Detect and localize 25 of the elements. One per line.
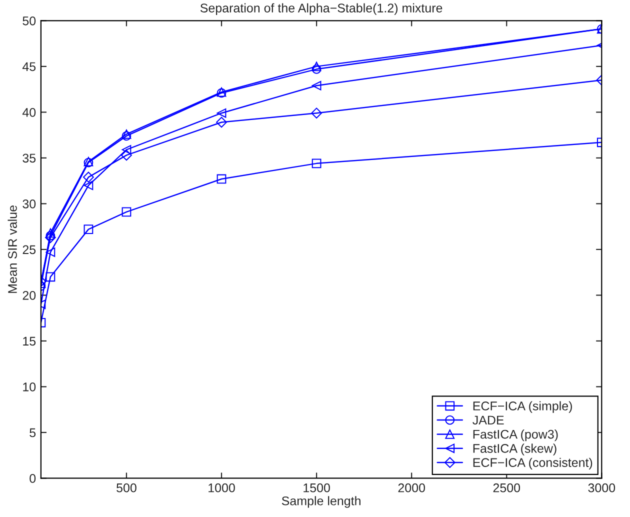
y-tick-label: 20 [22,291,36,300]
y-tick-label: 10 [23,382,36,392]
legend-label: ECF−ICA (simple) [473,401,572,413]
y-tick-label: 25 [22,245,36,254]
y-axis-title: Mean SIR value [8,206,17,293]
legend-label: FastICA (pow3) [473,430,558,442]
legend-label: JADE [472,416,504,425]
x-tick-label: 2500 [493,483,520,492]
legend-label: ECF−ICA (consistent) [473,458,592,470]
x-tick-label: 1000 [208,483,235,492]
x-tick-label: 2000 [398,483,425,492]
x-tick-label: 3000 [588,483,616,492]
x-tick-label: 500 [116,483,136,492]
x-axis-title: Sample length [282,496,360,508]
y-tick-label: 35 [22,154,36,163]
chart-title: Separation of the Alpha−Stable(1.2) mixture [200,3,442,15]
x-tick-label: 1500 [304,483,330,492]
legend-label: FastICA (skew) [473,444,556,456]
y-tick-label: 15 [23,336,36,346]
y-tick-label: 50 [22,16,36,26]
y-tick-label: 5 [30,428,36,438]
y-tick-label: 0 [30,474,36,483]
y-tick-label: 40 [22,108,36,117]
y-tick-label: 30 [22,200,36,208]
y-tick-label: 45 [22,62,36,72]
